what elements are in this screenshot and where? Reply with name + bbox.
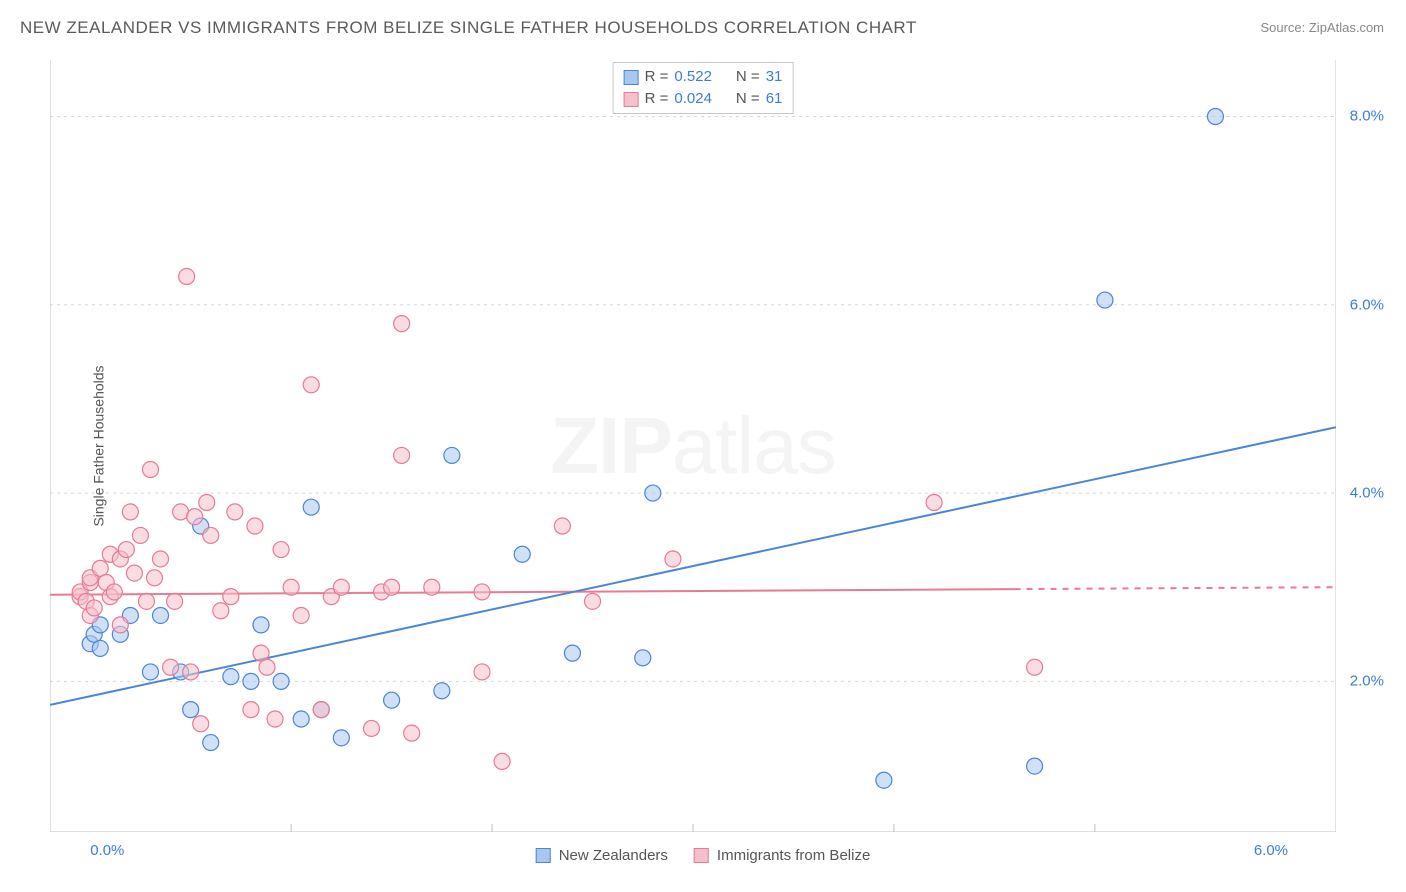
xtick-label: 0.0% <box>90 842 124 859</box>
chart-title: NEW ZEALANDER VS IMMIGRANTS FROM BELIZE … <box>20 18 917 38</box>
n-value-a: 31 <box>766 66 783 88</box>
ytick-label: 8.0% <box>1350 108 1384 125</box>
legend-item-a: New Zealanders <box>536 847 668 864</box>
scatter-plot <box>50 60 1336 832</box>
r-value-b: 0.024 <box>674 88 712 110</box>
source-label: Source: ZipAtlas.com <box>1260 20 1384 35</box>
r-label-a: R = <box>645 66 669 88</box>
n-label-b: N = <box>736 88 760 110</box>
legend-series: New Zealanders Immigrants from Belize <box>536 847 871 864</box>
legend-swatch-pink-icon <box>624 92 639 107</box>
r-label-b: R = <box>645 88 669 110</box>
legend-stats-row-b: R = 0.024 N = 61 <box>624 88 783 110</box>
y-axis-label: Single Father Households <box>91 365 107 526</box>
n-value-b: 61 <box>766 88 783 110</box>
ytick-label: 6.0% <box>1350 296 1384 313</box>
chart-container: NEW ZEALANDER VS IMMIGRANTS FROM BELIZE … <box>0 0 1406 892</box>
legend-item-b: Immigrants from Belize <box>694 847 870 864</box>
legend-stats-row-a: R = 0.522 N = 31 <box>624 66 783 88</box>
xtick-label: 6.0% <box>1254 842 1288 859</box>
legend-label-b: Immigrants from Belize <box>717 847 870 864</box>
chart-area: ZIPatlas <box>50 60 1336 832</box>
n-label-a: N = <box>736 66 760 88</box>
ytick-label: 4.0% <box>1350 485 1384 502</box>
r-value-a: 0.522 <box>674 66 712 88</box>
legend-swatch-pink-icon <box>694 848 709 863</box>
legend-swatch-blue-icon <box>624 70 639 85</box>
legend-stats: R = 0.522 N = 31 R = 0.024 N = 61 <box>613 62 794 114</box>
legend-label-a: New Zealanders <box>559 847 668 864</box>
ytick-label: 2.0% <box>1350 673 1384 690</box>
legend-swatch-blue-icon <box>536 848 551 863</box>
